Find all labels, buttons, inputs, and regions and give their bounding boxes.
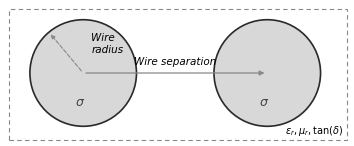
Text: σ: σ (259, 96, 267, 109)
Text: Wire
radius: Wire radius (91, 33, 123, 55)
Text: σ: σ (75, 96, 83, 109)
Text: $\varepsilon_r, \mu_r, \tan(\delta)$: $\varepsilon_r, \mu_r, \tan(\delta)$ (285, 124, 343, 138)
Circle shape (214, 20, 321, 126)
Text: Wire separation: Wire separation (134, 57, 216, 67)
Circle shape (30, 20, 137, 126)
